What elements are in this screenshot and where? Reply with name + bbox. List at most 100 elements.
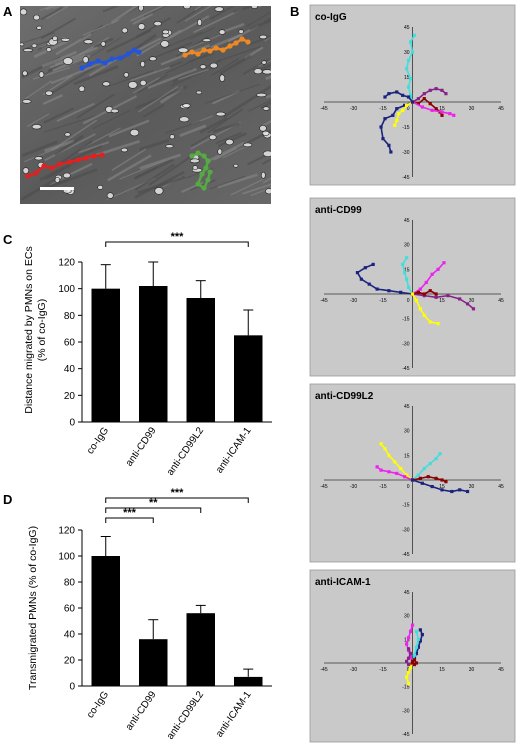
track-series-point <box>416 637 420 641</box>
track-series-point <box>408 77 413 81</box>
cell-bright-spot <box>137 23 146 30</box>
track-series-point <box>401 108 405 112</box>
chart-d-y-tick-label: 120 <box>58 526 75 537</box>
cell-fiber <box>44 133 96 162</box>
track-series-point <box>430 484 434 489</box>
cell-fiber <box>185 167 214 179</box>
cell-bright-spot <box>106 192 114 199</box>
cell-fiber <box>262 177 271 184</box>
track-x-tick-label: -45 <box>320 106 327 112</box>
track-series-point <box>440 110 444 114</box>
cell-fiber <box>219 54 252 75</box>
track-series-point <box>428 102 432 106</box>
chart-c-y-tick-label: 0 <box>69 418 75 429</box>
track-series-point <box>405 256 409 260</box>
green-track-point <box>189 153 195 159</box>
track-series-point <box>397 112 401 116</box>
cell-fiber <box>199 116 228 134</box>
chart-d-significance-label: ** <box>149 497 158 509</box>
cell-bright-spot <box>54 176 60 183</box>
red-track-point <box>83 155 89 161</box>
cell-fiber <box>162 31 204 50</box>
track-origin-label: 0 <box>407 106 410 112</box>
chart-d-category-label: co-IgG <box>85 689 111 720</box>
chart-d-significance-label: *** <box>123 507 137 519</box>
cell-fiber <box>139 153 182 170</box>
cell-bright-spot <box>97 184 104 190</box>
cell-bright-spot <box>149 56 157 62</box>
cell-fiber <box>246 129 271 144</box>
track-series-point <box>395 471 399 476</box>
track-x-tick-label: -30 <box>350 484 357 490</box>
cell-bright-spot <box>128 81 138 89</box>
track-subplot-title: anti-CD99L2 <box>315 391 374 402</box>
track-series-point <box>405 277 409 281</box>
track-series-point <box>471 307 476 311</box>
green-track-point <box>199 171 205 177</box>
chart-c-significance-bracket <box>105 241 249 247</box>
track-series-point <box>428 289 432 293</box>
cell-fiber <box>44 139 75 153</box>
track-series-point <box>410 50 415 54</box>
cell-fiber <box>189 179 216 191</box>
track-x-tick-label: 30 <box>469 106 475 112</box>
cell-fiber <box>184 6 213 22</box>
track-series-point <box>414 651 419 656</box>
cell-bright-spot <box>262 130 270 136</box>
track-series-point <box>410 100 415 104</box>
track-series-point <box>375 465 379 469</box>
cell-bright-spot <box>259 125 267 132</box>
chart-c-category-label: anti-CD99 <box>124 425 159 469</box>
chart-d-ylabel: Transmigrated PMNs (% of co-IgG) <box>27 526 39 690</box>
red-track-point <box>49 165 55 171</box>
chart-d-category-label: anti-CD99L2 <box>165 689 206 742</box>
track-series-point <box>406 647 411 651</box>
cell-bright-spot <box>219 74 225 82</box>
cell-fiber <box>189 26 216 40</box>
track-series-point <box>458 488 462 492</box>
cell-fiber <box>102 6 120 13</box>
cell-bright-spot <box>52 35 58 41</box>
cell-bright-spot <box>62 57 74 65</box>
track-y-tick-label: 15 <box>404 75 410 81</box>
blue-track-point <box>131 47 137 53</box>
track-series-point <box>440 113 444 117</box>
cell-fiber <box>43 113 101 133</box>
track-series-point <box>406 636 411 640</box>
chart-d-significance-label: *** <box>171 488 185 499</box>
red-track <box>27 153 103 178</box>
track-x-tick-label: -45 <box>320 667 327 673</box>
track-series-point <box>405 103 409 107</box>
green-track-point <box>195 181 201 187</box>
cell-fiber <box>54 134 84 156</box>
track-series-point <box>408 93 413 97</box>
track-series-point <box>387 453 391 457</box>
cell-fiber <box>111 148 147 171</box>
cell-fiber <box>210 33 243 49</box>
cell-fiber <box>171 65 218 87</box>
track-series-point <box>440 88 444 92</box>
cell-fiber <box>109 69 154 87</box>
cell-fiber <box>247 34 271 47</box>
cell-fiber <box>165 120 201 134</box>
track-y-tick-label: 30 <box>404 50 410 56</box>
track-series-point <box>418 628 422 632</box>
track-series-point <box>434 457 438 461</box>
cell-bright-spot <box>183 6 191 10</box>
track-series-point <box>422 92 426 96</box>
cell-fiber <box>107 154 152 182</box>
panel-letter-b: B <box>290 4 300 19</box>
track-x-tick-label: 15 <box>439 667 445 673</box>
cell-bright-spot <box>209 62 218 69</box>
track-y-tick-label: -30 <box>402 341 409 347</box>
cell-fiber <box>137 74 169 94</box>
cell-bright-spot <box>262 69 271 75</box>
chart-c-y-tick-label: 40 <box>64 364 76 375</box>
track-x-tick-label: 30 <box>469 484 475 490</box>
cell-fiber <box>213 147 237 161</box>
cell-bright-spot <box>177 47 189 53</box>
chart-d-y-tick-label: 80 <box>64 578 76 589</box>
chart-d-y-tick-label: 0 <box>69 682 75 693</box>
blue-track-point <box>87 61 93 67</box>
track-series-point <box>422 97 426 101</box>
